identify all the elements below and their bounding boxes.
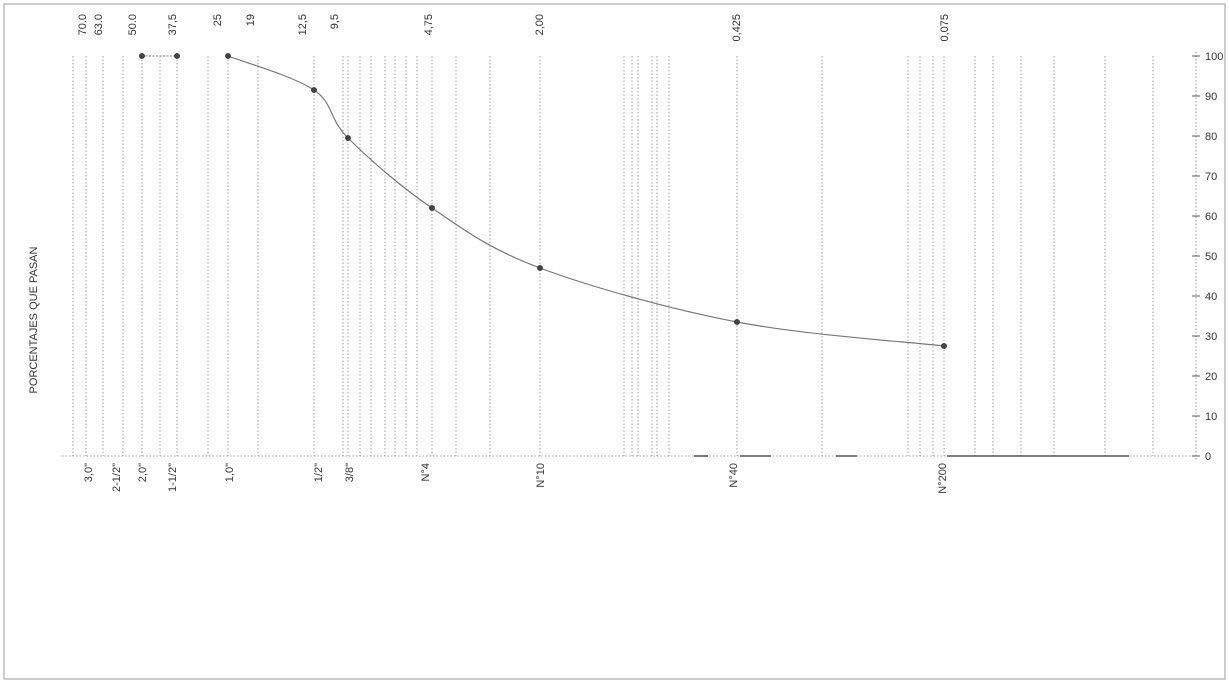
sieve-name-label: N°40 bbox=[728, 463, 740, 488]
sieve-name-label: N°200 bbox=[937, 463, 949, 494]
y-tick-label: 90 bbox=[1205, 91, 1217, 103]
grading-curve bbox=[227, 55, 945, 347]
sieve-mm-label: 12,5 bbox=[297, 14, 309, 35]
sieve-mm-label: 50.0 bbox=[127, 14, 139, 35]
y-tick-label: 70 bbox=[1205, 171, 1217, 183]
sieve-name-label: 1,0" bbox=[224, 463, 236, 482]
y-tick-label: 80 bbox=[1205, 131, 1217, 143]
sieve-mm-label: 70.0 bbox=[77, 14, 89, 35]
sieve-name-label: N°4 bbox=[420, 463, 432, 481]
sieve-mm-label: 37,5 bbox=[167, 14, 179, 35]
sieve-mm-label: 63.0 bbox=[93, 14, 105, 35]
grid-layer bbox=[72, 56, 1154, 456]
chart-border bbox=[3, 3, 1226, 680]
y-tick-label: 0 bbox=[1205, 451, 1211, 463]
data-point bbox=[225, 53, 231, 59]
y-tick-label: 60 bbox=[1205, 211, 1217, 223]
sieve-name-label: 1/2" bbox=[313, 463, 325, 482]
label-layer: 70.0 63.0 50.0 37,5 25 19 12,5 9,5 4,75 2,00 0,425… bbox=[77, 14, 951, 494]
sieve-name-label: 1-1/2" bbox=[167, 463, 179, 492]
sieve-name-label: 3/8" bbox=[344, 463, 356, 482]
sieve-name-label: 2,0" bbox=[137, 463, 149, 482]
sieve-name-label: 2-1/2" bbox=[111, 463, 123, 492]
sieve-mm-label: 2,00 bbox=[534, 14, 546, 35]
y-tick-label: 30 bbox=[1205, 331, 1217, 343]
sieve-mm-label: 9,5 bbox=[329, 14, 341, 29]
sieve-mm-label: 0,075 bbox=[939, 14, 951, 42]
sieve-name-label: N°10 bbox=[535, 463, 547, 488]
y-tick-label: 50 bbox=[1205, 251, 1217, 263]
data-point bbox=[174, 53, 180, 59]
sieve-mm-label: 4,75 bbox=[423, 14, 435, 35]
data-point bbox=[941, 343, 947, 349]
data-point bbox=[139, 53, 145, 59]
y-tick-label: 100 bbox=[1205, 51, 1223, 63]
sieve-mm-label: 0,425 bbox=[731, 14, 743, 42]
sieve-mm-label: 25 bbox=[212, 14, 224, 26]
data-point bbox=[311, 87, 317, 93]
y-tick-label: 20 bbox=[1205, 371, 1217, 383]
sieve-name-label: 3,0" bbox=[83, 463, 95, 482]
data-point bbox=[537, 265, 543, 271]
data-point bbox=[429, 205, 435, 211]
y-axis-label: PORCENTAJES QUE PASAN bbox=[28, 246, 40, 393]
data-point bbox=[734, 319, 740, 325]
curve-layer bbox=[142, 55, 945, 347]
sieve-mm-label: 19 bbox=[245, 14, 257, 26]
y-tick-label: 10 bbox=[1205, 411, 1217, 423]
y-tick-label: 40 bbox=[1205, 291, 1217, 303]
point-layer bbox=[139, 53, 947, 349]
data-point bbox=[345, 135, 351, 141]
